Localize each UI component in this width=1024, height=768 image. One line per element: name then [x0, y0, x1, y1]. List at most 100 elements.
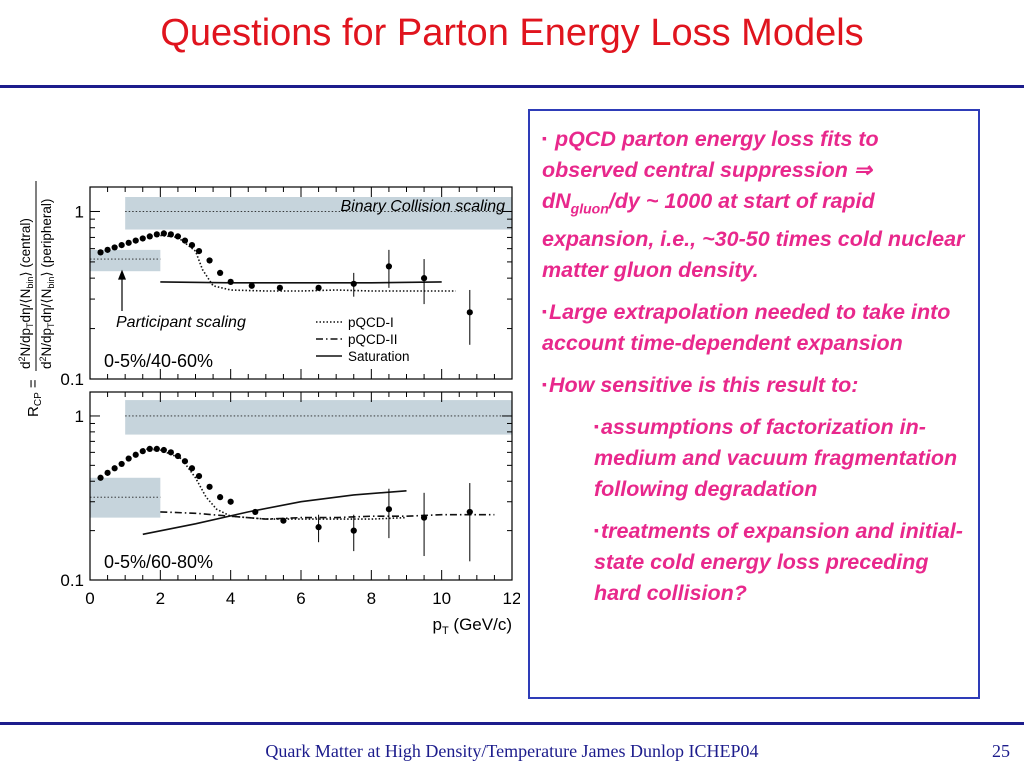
participant-scaling-band: [90, 249, 161, 272]
footer-text: Quark Matter at High Density/Temperature…: [265, 741, 759, 761]
data-point: [280, 517, 287, 524]
data-point: [118, 241, 125, 249]
data-point: [420, 514, 428, 521]
y-axis-label-numerator: d2N/dpTdη/⟨Nbin⟩ (central): [17, 218, 35, 369]
top-panel: 1 0.1 0-5%/40-60% Binary Collision scaling P…: [60, 186, 513, 389]
x-tick-label: 4: [226, 589, 235, 608]
y-tick-label: 1: [75, 407, 84, 426]
x-tick-label: 6: [296, 589, 305, 608]
pqcd-i-curve: [142, 448, 407, 520]
data-point: [315, 284, 322, 291]
data-point: [160, 446, 167, 454]
data-point: [181, 237, 189, 244]
data-point: [97, 474, 104, 481]
x-axis-label: pT (GeV/c): [433, 615, 513, 635]
bullet-5-text: treatments of expansion and initial-stat…: [594, 519, 963, 606]
data-point: [227, 278, 234, 285]
bottom-panel: 1 0.1 0-5%/60-80% 0 2 4 6 8 10 12 pT (GeV/c): [60, 391, 520, 635]
data-point: [174, 452, 182, 460]
data-point: [174, 233, 182, 240]
data-point: [195, 248, 203, 255]
data-point: [111, 465, 118, 472]
data-point: [118, 460, 125, 468]
data-point: [125, 239, 132, 246]
x-tick-label: 8: [367, 589, 376, 608]
binary-scaling-band: [125, 400, 513, 435]
y-tick-label: 0.1: [60, 571, 84, 590]
data-point: [97, 249, 104, 256]
data-point: [206, 257, 213, 264]
saturation-curve: [142, 490, 407, 536]
data-point: [248, 282, 255, 289]
data-point: [385, 263, 393, 270]
bullet-marker: ▪: [594, 522, 599, 539]
bullet-4-text: assumptions of factorization in-medium a…: [594, 415, 958, 502]
bullet-marker: ▪: [542, 130, 547, 146]
bullet-marker: ▪: [594, 418, 599, 435]
legend-label: pQCD-I: [348, 315, 394, 330]
saturation-curve: [160, 281, 442, 284]
data-point: [420, 275, 428, 282]
pqcd-i-curve: [160, 234, 456, 292]
page-number: 25: [992, 741, 1010, 761]
bullet-5: ▪treatments of expansion and initial-sta…: [594, 515, 966, 609]
data-point: [146, 233, 153, 240]
data-point: [125, 455, 132, 462]
slide-title: Questions for Parton Energy Loss Models: [160, 12, 864, 54]
bottom-rule: [0, 722, 1024, 725]
bullet-3-text: How sensitive is this result to:: [548, 373, 859, 398]
data-point: [195, 472, 203, 480]
centrality-label: 0-5%/60-80%: [104, 552, 213, 572]
data-point: [139, 448, 146, 455]
data-point: [385, 506, 393, 513]
y-axis-label: RCP = d2N/dpTdη/⟨Nbin⟩ (central)d2N/dpTdη…: [17, 181, 56, 417]
x-tick-label: 2: [156, 589, 165, 608]
x-tick-label: 12: [503, 589, 520, 608]
data-point: [227, 498, 234, 505]
data-point: [104, 246, 111, 253]
data-point: [132, 451, 139, 458]
y-axis-label-lhs: RCP =: [25, 379, 44, 417]
data-point: [466, 508, 473, 516]
bullet-marker: ▪: [542, 303, 547, 320]
chart-labels: RCP = d2N/dpTdη/⟨Nbin⟩ (central)d2N/dpTdη…: [17, 181, 56, 417]
pqcd-ii-curve: [160, 511, 495, 520]
data-point: [146, 445, 153, 452]
rcp-chart: 1 0.1 0-5%/40-60% Binary Collision scaling P…: [17, 181, 520, 635]
data-point: [188, 465, 196, 472]
x-tick-label: 10: [432, 589, 451, 608]
data-point: [111, 244, 118, 251]
y-axis-label-denominator: d2N/dpTdη/⟨Nbin⟩ (peripheral): [38, 199, 56, 369]
bullet-2-text: Large extrapolation needed to take into …: [542, 300, 951, 356]
data-point: [181, 458, 189, 465]
binary-scaling-label: Binary Collision scaling: [340, 198, 505, 215]
data-point: [188, 241, 196, 249]
data-point: [206, 483, 213, 490]
participant-arrowhead: [118, 269, 126, 280]
data-point: [350, 280, 357, 287]
data-point: [132, 237, 139, 244]
data-point: [217, 494, 224, 501]
data-point: [153, 231, 160, 238]
x-tick-label: 0: [85, 589, 94, 608]
bullet-1-subscript: gluon: [570, 200, 609, 217]
bullet-2: ▪Large extrapolation needed to take into…: [542, 296, 966, 359]
bullet-marker: ▪: [542, 376, 547, 393]
top-rule: [0, 85, 1024, 88]
bullet-1-text-b: /dy ~ 1000 at start of rapid expansion, …: [542, 189, 965, 283]
data-point: [217, 269, 224, 276]
data-point: [252, 508, 259, 516]
y-tick-label: 0.1: [60, 370, 84, 389]
participant-scaling-label: Participant scaling: [116, 314, 246, 331]
y-tick-label: 1: [75, 202, 84, 221]
participant-scaling-band: [90, 477, 161, 518]
legend-label: Saturation: [348, 349, 410, 364]
data-point: [167, 449, 174, 456]
data-point: [153, 445, 160, 452]
bullet-1-text-a: pQCD parton energy loss fits to observed…: [542, 127, 879, 213]
binary-scaling-band: [125, 197, 513, 230]
data-point: [167, 231, 174, 238]
bullet-4: ▪assumptions of factorization in-medium …: [594, 411, 966, 505]
bullet-box: ▪ pQCD parton energy loss fits to observ…: [528, 109, 980, 699]
bullet-1: ▪ pQCD parton energy loss fits to observ…: [542, 123, 966, 286]
